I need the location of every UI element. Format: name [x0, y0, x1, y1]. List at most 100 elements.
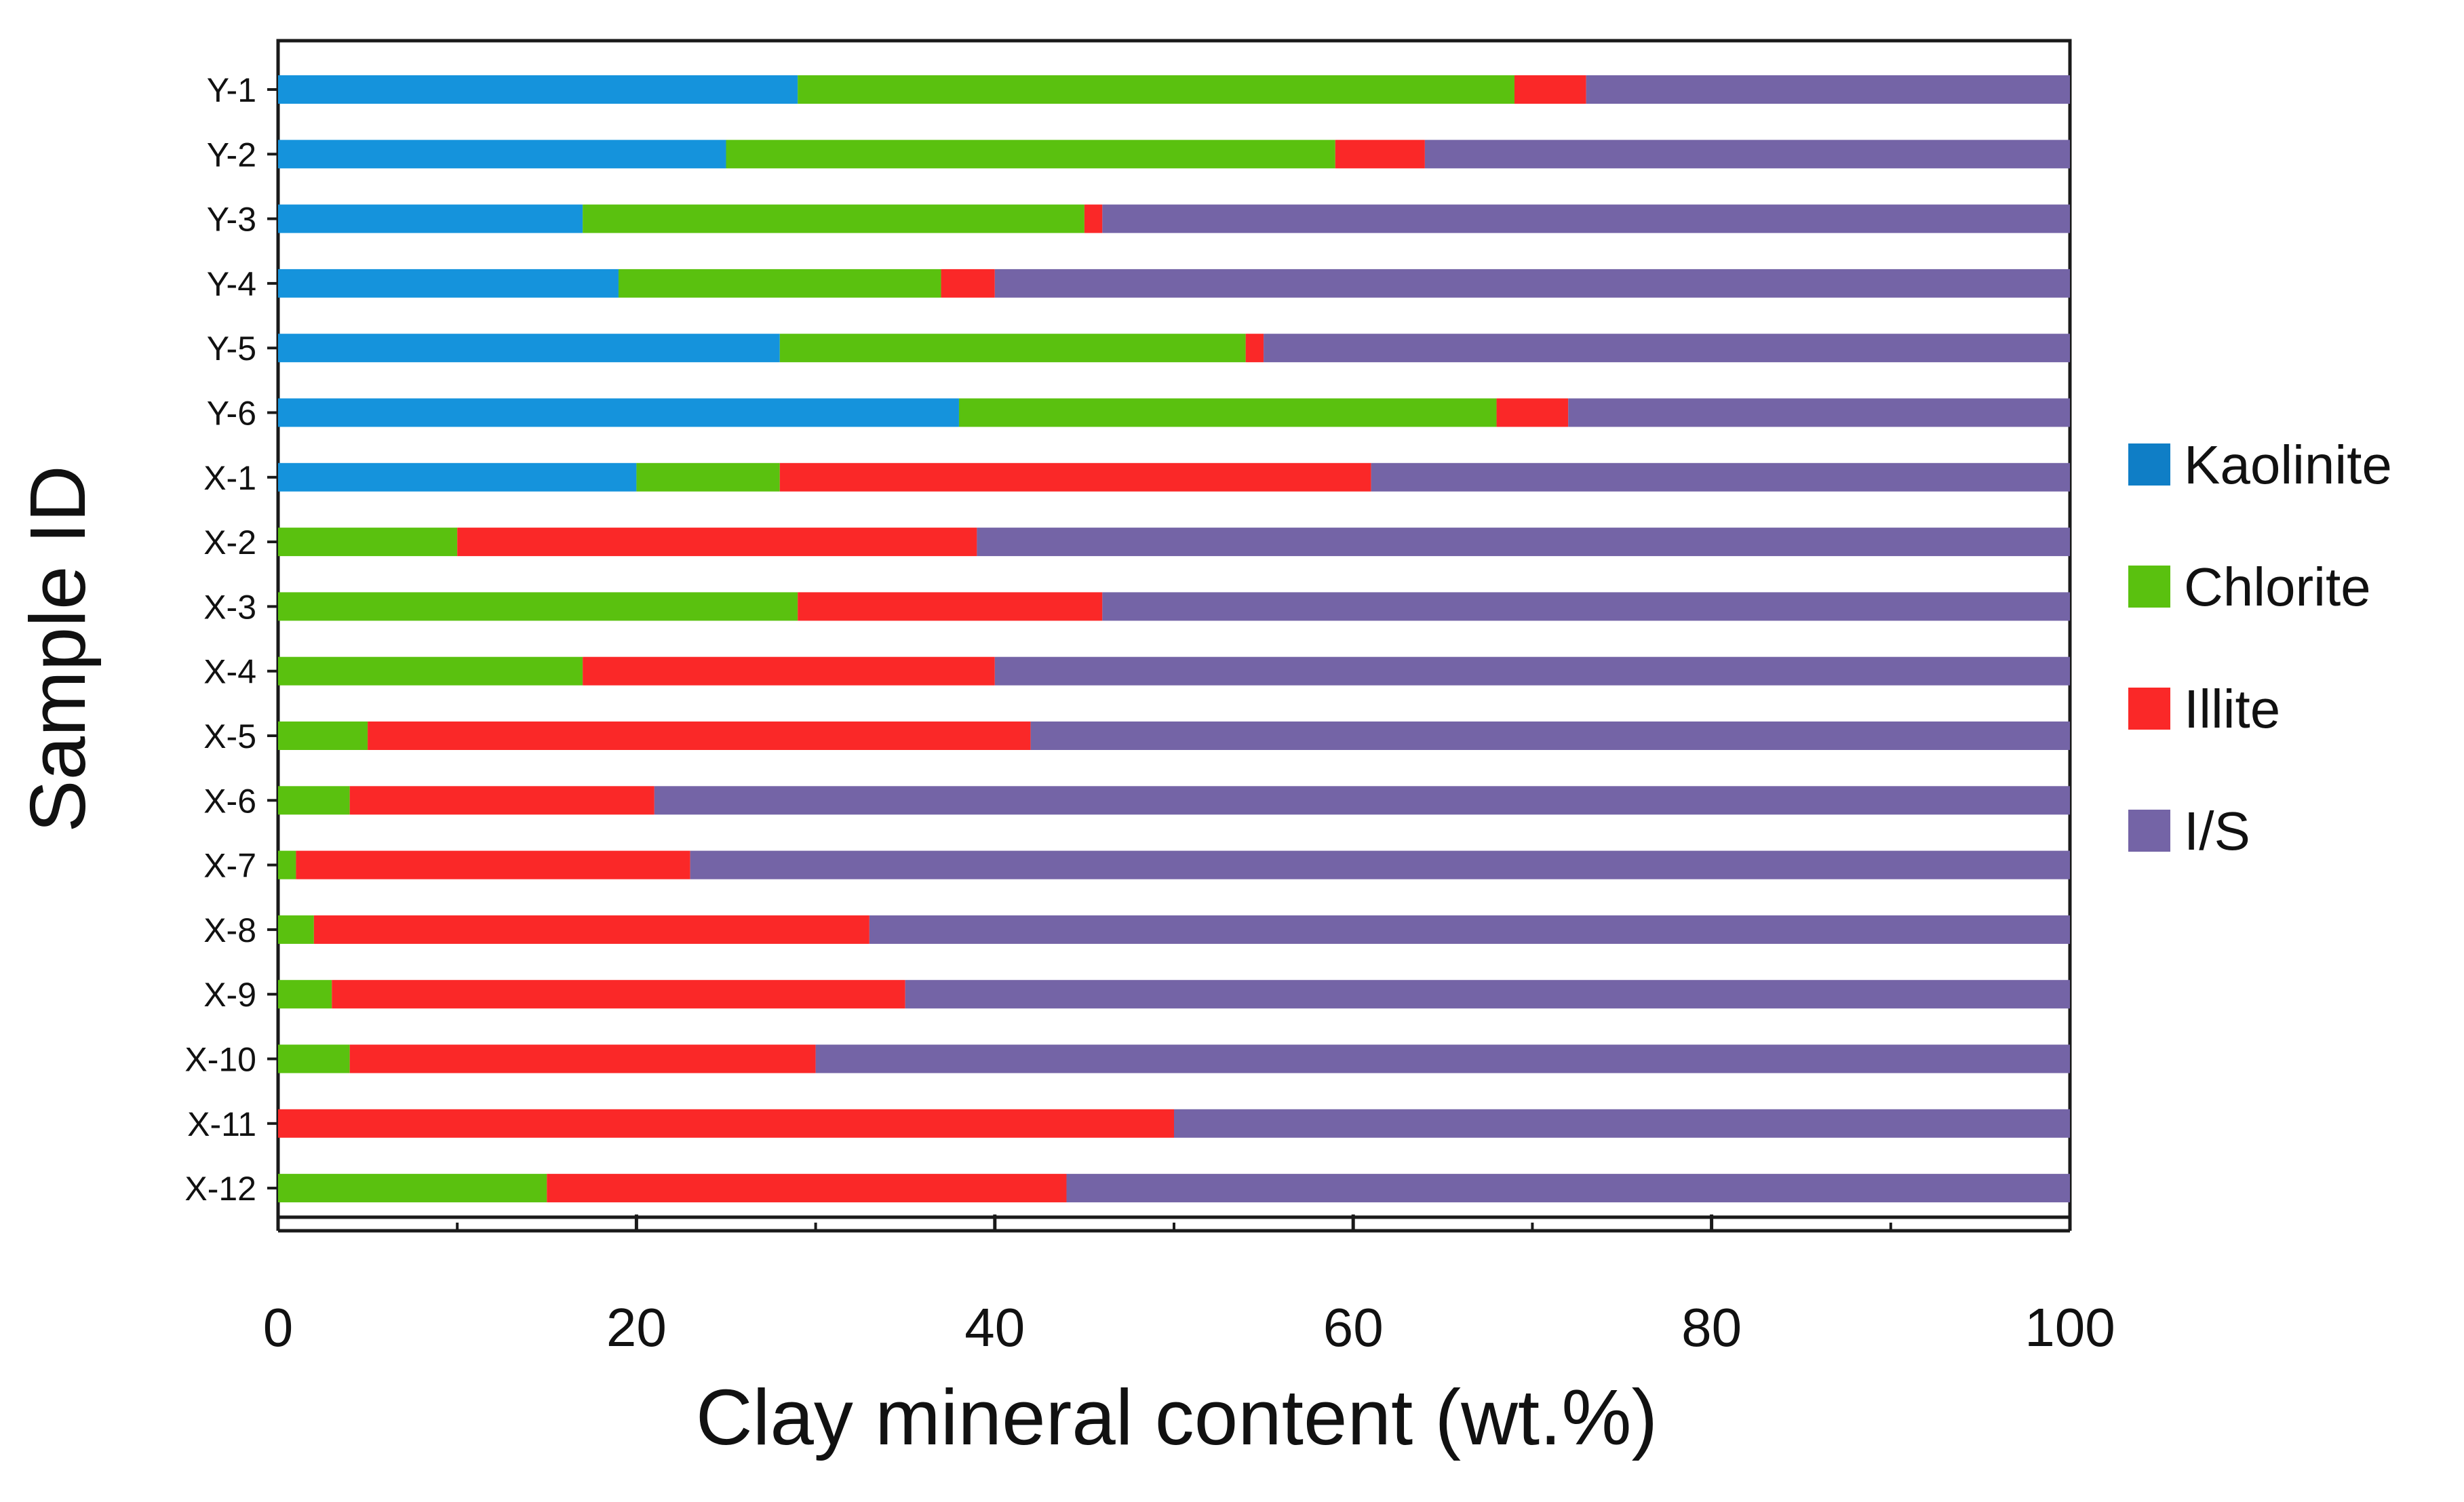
- bar-i-s-y-6: [1568, 398, 2070, 427]
- x-tick-label: 100: [2025, 1297, 2115, 1358]
- bar-illite-x-3: [798, 592, 1103, 621]
- bar-i-s-x-6: [654, 786, 2070, 815]
- y-tick-label: X-6: [203, 782, 256, 820]
- bar-kaolinite-x-1: [278, 462, 637, 492]
- bar-illite-x-9: [332, 980, 905, 1009]
- y-tick-label: X-5: [203, 717, 256, 755]
- legend-label: Chlorite: [2184, 557, 2371, 617]
- x-tick-labels: 0 20 40 60 80 100: [263, 1297, 2115, 1358]
- bar-chlorite-x-9: [278, 980, 332, 1009]
- bar-i-s-y-4: [994, 269, 2070, 298]
- y-tick-label: X-4: [203, 653, 256, 691]
- bar-i-s-y-2: [1424, 140, 2070, 169]
- bar-i-s-x-11: [1174, 1109, 2070, 1138]
- bar-i-s-x-8: [869, 915, 2070, 944]
- bar-chlorite-x-2: [278, 528, 458, 557]
- y-tick-label: X-2: [203, 523, 256, 561]
- bar-chlorite-x-7: [278, 850, 296, 880]
- bar-chlorite-y-3: [583, 204, 1084, 233]
- bar-chlorite-y-6: [958, 398, 1497, 427]
- bar-illite-y-2: [1335, 140, 1425, 169]
- y-tick-label: X-10: [184, 1041, 256, 1079]
- bar-chlorite-x-12: [278, 1174, 547, 1203]
- x-tick-label: 40: [964, 1297, 1025, 1358]
- bar-chlorite-x-3: [278, 592, 798, 621]
- bar-i-s-x-12: [1066, 1174, 2070, 1203]
- bar-chlorite-x-6: [278, 786, 350, 815]
- bar-illite-y-1: [1514, 75, 1586, 104]
- legend-label: I/S: [2184, 801, 2250, 861]
- legend: Kaolinite Chlorite Illite I/S: [2128, 435, 2392, 861]
- bar-kaolinite-y-6: [278, 398, 959, 427]
- y-tick-label: Y-1: [207, 71, 256, 109]
- x-tick-label: 60: [1323, 1297, 1384, 1358]
- bar-chlorite-x-1: [636, 462, 780, 492]
- bar-illite-y-5: [1245, 334, 1264, 363]
- x-axis-label: Clay mineral content (wt.%): [696, 1373, 1658, 1461]
- y-tick-label: Y-4: [207, 265, 256, 303]
- bar-kaolinite-y-3: [278, 204, 583, 233]
- legend-swatch-chlorite: [2128, 566, 2170, 608]
- axes: [267, 88, 2072, 1233]
- bar-illite-x-5: [368, 722, 1031, 750]
- bar-i-s-x-2: [977, 528, 2070, 557]
- bar-illite-x-10: [349, 1044, 816, 1073]
- bar-i-s-x-10: [815, 1044, 2070, 1073]
- legend-swatch-illite: [2128, 688, 2170, 730]
- bar-illite-y-6: [1496, 398, 1569, 427]
- bar-i-s-x-7: [690, 850, 2071, 880]
- y-tick-label: X-3: [203, 588, 256, 626]
- bar-illite-y-3: [1084, 204, 1103, 233]
- bar-kaolinite-y-1: [278, 75, 798, 104]
- bar-illite-x-6: [349, 786, 654, 815]
- y-tick-labels: Y-1 Y-2 Y-3 Y-4 Y-5 Y-6 X-1 X-2 X-3 X-4 X-5 X-6 X-7 X…: [184, 71, 256, 1208]
- bar-illite-x-12: [547, 1174, 1067, 1203]
- y-tick-label: X-11: [187, 1105, 256, 1143]
- legend-swatch-i-s: [2128, 810, 2170, 852]
- plot-frame: [276, 39, 2072, 1219]
- bar-kaolinite-y-4: [278, 269, 619, 298]
- bar-i-s-x-9: [905, 980, 2070, 1009]
- x-tick-label: 80: [1681, 1297, 1742, 1358]
- bar-i-s-y-3: [1102, 204, 2070, 233]
- bar-illite-x-2: [457, 528, 977, 557]
- legend-label: Illite: [2184, 679, 2280, 739]
- bar-illite-x-8: [313, 915, 869, 944]
- y-axis-label: Sample ID: [14, 465, 102, 833]
- y-tick-label: Y-6: [207, 395, 256, 433]
- bar-chlorite-x-8: [278, 915, 314, 944]
- y-tick-label: Y-2: [207, 136, 256, 174]
- bar-chlorite-y-1: [798, 75, 1514, 104]
- bar-i-s-y-1: [1586, 75, 2070, 104]
- y-tick-label: X-1: [203, 459, 256, 497]
- bar-illite-x-4: [583, 656, 995, 686]
- bar-illite-y-4: [941, 269, 995, 298]
- bar-illite-x-11: [278, 1109, 1174, 1138]
- bar-kaolinite-y-2: [278, 140, 726, 169]
- y-tick-label: X-8: [203, 911, 256, 949]
- x-tick-label: 0: [263, 1297, 294, 1358]
- y-tick-label: X-9: [203, 976, 256, 1014]
- bar-kaolinite-y-5: [278, 334, 780, 363]
- y-tick-label: Y-5: [207, 330, 256, 368]
- bar-i-s-y-5: [1264, 334, 2070, 363]
- y-tick-label: X-7: [203, 847, 256, 885]
- bar-layer: [278, 75, 2071, 1203]
- bar-i-s-x-4: [994, 656, 2070, 686]
- legend-label: Kaolinite: [2184, 435, 2392, 495]
- x-tick-label: 20: [606, 1297, 667, 1358]
- bar-chlorite-x-5: [278, 722, 368, 750]
- bar-chlorite-x-4: [278, 656, 583, 686]
- bar-illite-x-7: [296, 850, 690, 880]
- bar-chlorite-y-2: [726, 140, 1335, 169]
- bar-chlorite-x-10: [278, 1044, 350, 1073]
- bar-i-s-x-5: [1030, 722, 2070, 750]
- y-tick-label: Y-3: [207, 201, 256, 239]
- bar-i-s-x-3: [1102, 592, 2070, 621]
- legend-swatch-kaolinite: [2128, 443, 2170, 486]
- y-tick-label: X-12: [184, 1170, 256, 1208]
- bar-chlorite-y-5: [779, 334, 1246, 363]
- bar-i-s-x-1: [1371, 462, 2070, 492]
- plot-area: [276, 39, 2072, 1219]
